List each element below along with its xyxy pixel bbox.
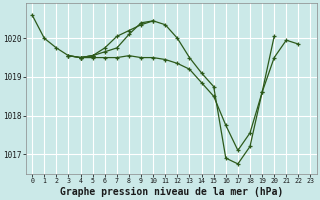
X-axis label: Graphe pression niveau de la mer (hPa): Graphe pression niveau de la mer (hPa) [60, 186, 283, 197]
